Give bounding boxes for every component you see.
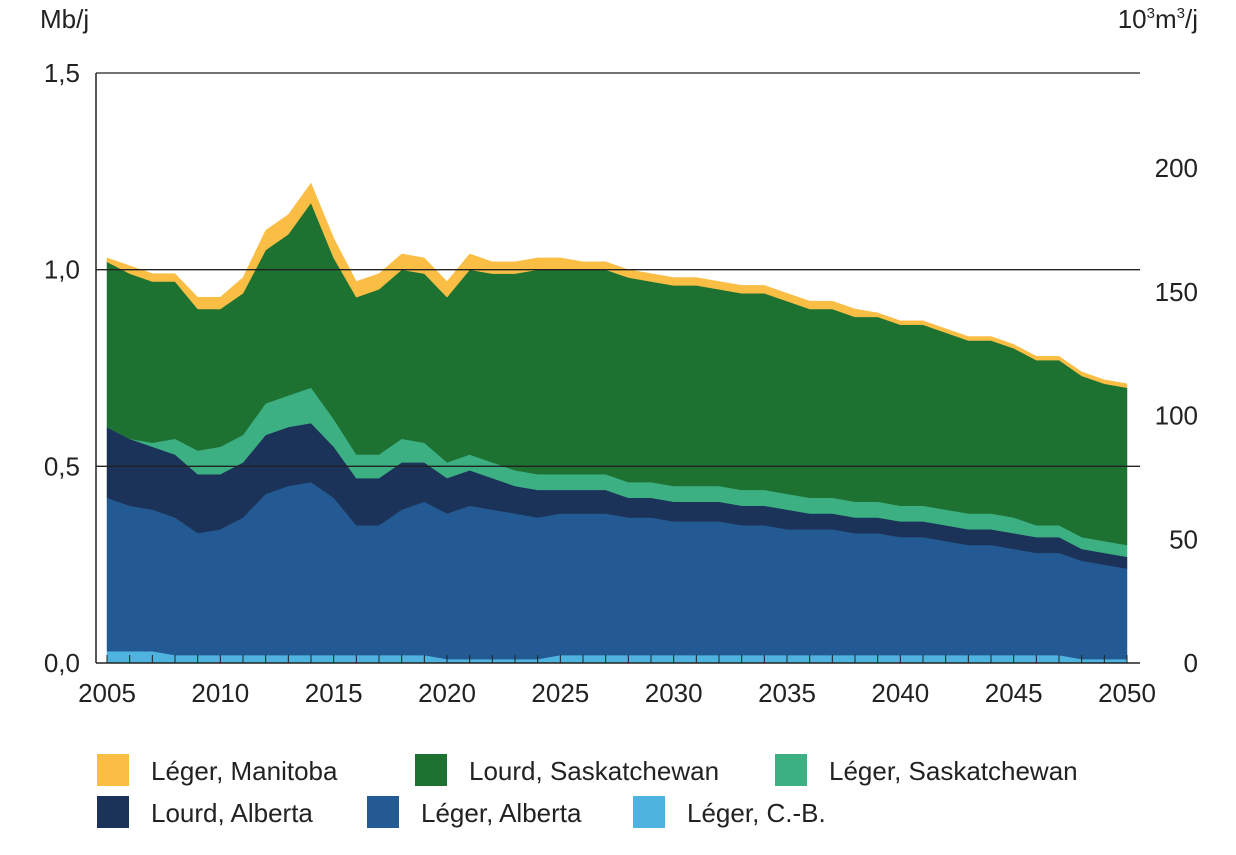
x-tick-label: 2045 xyxy=(985,678,1043,708)
axes: 2005 2010 2015 2020 2025 2030 2035 2040 2045 2050… xyxy=(44,58,1198,708)
legend-swatch xyxy=(775,754,807,786)
x-tick-label: 2005 xyxy=(78,678,136,708)
legend-label: Léger, C.-B. xyxy=(687,798,826,828)
legend-swatch xyxy=(367,796,399,828)
area-l-ger-manitoba xyxy=(106,182,1128,388)
areas-group xyxy=(106,182,1128,664)
right-axis-unit: 103m3/j xyxy=(1118,4,1198,34)
x-tick-label: 2030 xyxy=(645,678,703,708)
y-tick-label-right: 0 xyxy=(1184,648,1198,678)
y-tick-label-right: 50 xyxy=(1169,524,1198,554)
legend-label: Léger, Saskatchewan xyxy=(829,756,1078,786)
x-tick-label: 2050 xyxy=(1098,678,1156,708)
legend-swatch xyxy=(633,796,665,828)
x-tick-label: 2025 xyxy=(531,678,589,708)
legend-swatch xyxy=(97,754,129,786)
left-axis-unit: Mb/j xyxy=(40,4,89,34)
y-tick-label-left: 0,0 xyxy=(44,648,80,678)
y-tick-label-right: 100 xyxy=(1155,401,1198,431)
legend-label: Lourd, Saskatchewan xyxy=(469,756,719,786)
x-tick-label: 2020 xyxy=(418,678,476,708)
gridlines xyxy=(96,72,1140,467)
x-tick-label: 2015 xyxy=(305,678,363,708)
legend-label: Léger, Alberta xyxy=(421,798,582,828)
legend-swatch xyxy=(97,796,129,828)
y-tick-label-left: 1,0 xyxy=(44,255,80,285)
legend-label: Léger, Manitoba xyxy=(151,756,338,786)
y-tick-label-right: 200 xyxy=(1155,153,1198,183)
x-tick-label: 2010 xyxy=(191,678,249,708)
x-tick-label: 2035 xyxy=(758,678,816,708)
y-tick-label-left: 0,5 xyxy=(44,451,80,481)
y-tick-label-left: 1,5 xyxy=(44,58,80,88)
x-tick-label: 2040 xyxy=(871,678,929,708)
legend-label: Lourd, Alberta xyxy=(151,798,313,828)
y-tick-label-right: 150 xyxy=(1155,277,1198,307)
legend: Léger, Manitoba Lourd, Saskatchewan Léger,… xyxy=(97,754,1078,828)
legend-swatch xyxy=(415,754,447,786)
